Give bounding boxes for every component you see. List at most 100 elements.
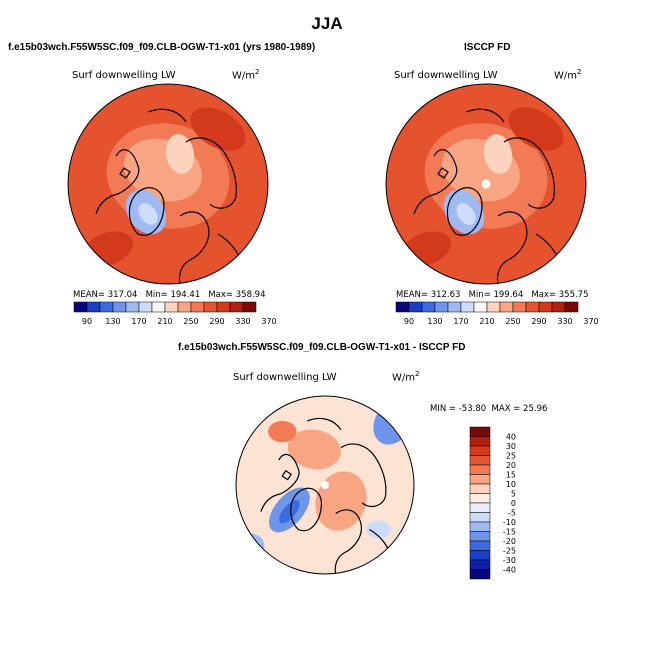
coastline-siberia xyxy=(340,443,387,508)
colorbar-cell xyxy=(395,301,410,313)
panel-obs-units: W/m2 xyxy=(554,68,582,82)
coastline-scandinavia xyxy=(178,211,210,284)
map-border xyxy=(67,83,269,285)
panel-model-units: W/m2 xyxy=(232,68,260,82)
colorbar-cell xyxy=(512,301,527,313)
field-region-greenland-core xyxy=(456,203,476,225)
colorbar-model: 90 130 170 210 250 290 330 370 xyxy=(73,301,277,326)
colorbar-tick-label: 250 xyxy=(505,317,520,326)
colorbar-tick-label: -15 xyxy=(503,528,516,537)
coastline-north-america xyxy=(413,149,458,215)
panel-obs-title: ISCCP FD xyxy=(464,42,511,53)
map-border xyxy=(385,83,587,285)
colorbar-cell xyxy=(434,301,449,313)
colorbar-cell xyxy=(73,301,88,313)
colorbar-cell xyxy=(469,493,491,504)
colorbar-tick-label: -5 xyxy=(508,509,516,518)
colorbar-cell xyxy=(86,301,101,313)
colorbar-tick-label: 170 xyxy=(131,317,146,326)
colorbar-tick-label: 210 xyxy=(157,317,172,326)
coastline-bering xyxy=(465,108,505,123)
colorbar-cell xyxy=(99,301,114,313)
panel-model-title: f.e15b03wch.F55W5SC.f09_f09.CLB-OGW-T1-x… xyxy=(8,42,316,53)
colorbar-cell xyxy=(469,455,491,466)
coastline-islands xyxy=(437,167,449,179)
field-region-greenland-core xyxy=(138,203,158,225)
colorbar-cell xyxy=(125,301,140,313)
pole-hole xyxy=(481,179,491,189)
colorbar-cell xyxy=(242,301,257,313)
colorbar-tick-label: 15 xyxy=(506,471,516,480)
colorbar-cell xyxy=(469,483,491,494)
colorbar-tick-label: 130 xyxy=(105,317,120,326)
colorbar-tick-label: -40 xyxy=(503,566,516,575)
colorbar-tick-label: 290 xyxy=(209,317,224,326)
colorbar-cell xyxy=(469,531,491,542)
coastline-greenland xyxy=(290,487,323,532)
colorbar-tick-label: 5 xyxy=(511,490,516,499)
coastline-scandinavia xyxy=(334,509,362,574)
colorbar-cell xyxy=(469,502,491,513)
colorbar-cell xyxy=(469,426,491,437)
panel-obs-variable: Surf downwelling LW xyxy=(394,70,498,81)
colorbar-cell xyxy=(408,301,423,313)
colorbar-cell xyxy=(469,512,491,523)
colorbar-cell xyxy=(469,445,491,456)
colorbar-cell xyxy=(469,474,491,485)
map-difference xyxy=(235,395,415,575)
coastline-islands xyxy=(281,470,292,481)
colorbar-obs: 90 130 170 210 250 290 330 370 xyxy=(395,301,599,326)
colorbar-tick-label: 330 xyxy=(235,317,250,326)
coastline-greenland xyxy=(128,187,165,236)
map-field xyxy=(68,84,268,284)
colorbar-cell xyxy=(469,569,491,580)
map-border xyxy=(235,395,415,575)
colorbar-cell xyxy=(469,436,491,447)
colorbar-tick-label: -20 xyxy=(503,537,516,546)
colorbar-cell xyxy=(216,301,231,313)
colorbar-tick-label: 25 xyxy=(506,452,516,461)
colorbar-cell xyxy=(469,464,491,475)
colorbar-cell xyxy=(469,540,491,551)
coastline-bering xyxy=(147,108,187,123)
map-model xyxy=(67,83,269,285)
field-region-pole-light xyxy=(483,134,513,174)
colorbar-tick-label: 370 xyxy=(261,317,276,326)
colorbar-cell xyxy=(564,301,579,313)
colorbar-tick-label: -30 xyxy=(503,556,516,565)
colorbar-tick-label: 290 xyxy=(531,317,546,326)
colorbar-tick-label: 20 xyxy=(506,461,516,470)
main-title: JJA xyxy=(311,14,343,33)
colorbar-cell xyxy=(460,301,475,313)
colorbar-tick-label: 210 xyxy=(479,317,494,326)
panel-diff-stats: MIN = -53.80 MAX = 25.96 xyxy=(430,404,548,414)
field-region-warm-1 xyxy=(287,429,341,470)
panel-diff-variable: Surf downwelling LW xyxy=(233,372,337,383)
field-region-warm-3 xyxy=(268,420,297,443)
map-obs xyxy=(385,83,587,285)
colorbar-tick-label: 170 xyxy=(453,317,468,326)
colorbar-cell xyxy=(151,301,166,313)
colorbar-tick-label: 250 xyxy=(183,317,198,326)
coastline-islands xyxy=(119,167,131,179)
pole-hole xyxy=(320,480,330,490)
field-region-siberia xyxy=(508,107,564,151)
colorbar-cell xyxy=(164,301,179,313)
colorbar-cell xyxy=(469,550,491,561)
coastline-bering xyxy=(306,417,342,431)
colorbar-tick-label: 30 xyxy=(506,442,516,451)
colorbar-cell xyxy=(447,301,462,313)
panel-diff-units: W/m2 xyxy=(392,370,420,384)
colorbar-cell xyxy=(190,301,205,313)
coastline-scandinavia xyxy=(496,211,528,284)
field-region-cold-greenland-core xyxy=(279,500,300,524)
panel-model-stats: MEAN= 317.04 Min= 194.41 Max= 358.94 xyxy=(73,290,266,300)
colorbar-cell xyxy=(499,301,514,313)
colorbar-cell xyxy=(469,559,491,570)
colorbar-tick-label: -25 xyxy=(503,547,516,556)
colorbar-cell xyxy=(525,301,540,313)
coastline-siberia xyxy=(503,137,555,209)
field-region-cold-3 xyxy=(365,520,391,539)
colorbar-tick-label: -10 xyxy=(503,518,516,527)
colorbar-cell xyxy=(551,301,566,313)
